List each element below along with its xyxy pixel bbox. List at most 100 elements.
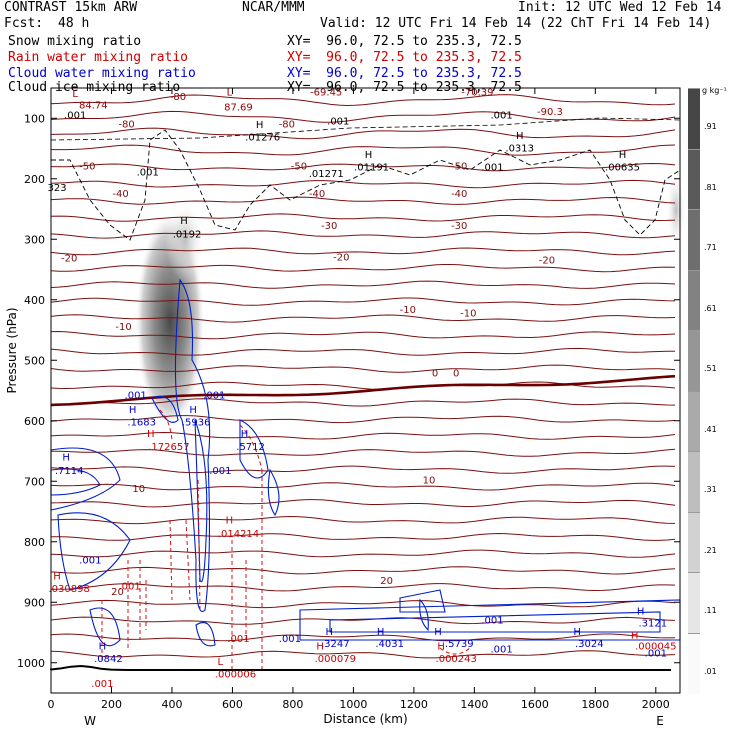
contour-value-label: L: [72, 89, 78, 100]
y-tick-label: 100: [24, 112, 45, 125]
rain-water-contour: [185, 519, 191, 601]
x-tick-label: 1800: [581, 698, 609, 711]
contour-value-label: .001: [125, 390, 147, 401]
contour-value-label: 87.69: [224, 102, 253, 113]
isotherm-line: [50, 364, 676, 373]
cloud-water-contour: [50, 468, 101, 496]
isotherm-line: [50, 515, 676, 525]
contour-value-label: H: [516, 131, 524, 142]
contour-value-label: .001: [227, 634, 249, 645]
colorbar-label: .61: [704, 303, 717, 313]
isotherm-line: [50, 633, 676, 642]
contour-value-label: .001: [137, 168, 159, 179]
colorbar-label: .81: [704, 182, 717, 192]
snow-shading: [135, 170, 686, 420]
isotherm-line: [50, 196, 676, 205]
contour-value-label: .5739: [445, 639, 474, 650]
contour-value-label: .000045: [635, 641, 676, 652]
cloud-water-contour: [399, 589, 446, 613]
isotherm-line: [50, 650, 676, 659]
contour-value-label: L: [227, 87, 233, 98]
y-tick-label: 1000: [17, 657, 45, 670]
isotherm-label: -10: [400, 305, 416, 316]
isotherm-line: [50, 482, 676, 491]
contour-value-label: .001: [279, 634, 301, 645]
x-tick-label: 1400: [460, 698, 488, 711]
y-tick-label: 500: [24, 354, 45, 367]
cloud-water-contour: [267, 468, 280, 517]
contour-value-label: .000006: [215, 669, 256, 680]
isotherm-label: 0: [432, 369, 438, 380]
contour-value-label: .000243: [436, 654, 477, 665]
y-tick-label: 600: [24, 415, 45, 428]
contour-value-label: -69.45: [310, 87, 342, 98]
contour-value-label: H: [129, 405, 137, 416]
isotherm-line: [51, 144, 676, 156]
isotherm-line: [50, 213, 676, 222]
east-label: E: [656, 714, 664, 728]
rain-water-contour: [439, 647, 471, 655]
cloud-water-contour: [239, 419, 269, 479]
y-tick-label: 200: [24, 173, 45, 186]
isotherm-line: [50, 616, 676, 625]
rain-water-contour: [159, 409, 173, 441]
cloud-water-contour: [151, 395, 179, 423]
isotherm-line: [50, 280, 676, 289]
contour-value-label: H: [180, 216, 188, 227]
x-tick-label: 1200: [400, 698, 428, 711]
contour-value-label: .172657: [148, 442, 189, 453]
contour-value-label: .001: [481, 162, 503, 173]
contour-value-label: H: [573, 627, 581, 638]
contour-value-label: .1683: [127, 418, 156, 429]
rain-water-contour: [239, 424, 263, 471]
isotherm-label: -10: [460, 309, 476, 320]
contour-value-label: H: [256, 120, 264, 131]
cloud-water-contour: [50, 447, 121, 511]
contour-value-label: .01276: [245, 133, 280, 144]
contour-value-label: H: [226, 516, 234, 527]
contour-value-label: -80: [170, 92, 186, 103]
isotherm-line: [51, 448, 676, 457]
isotherm-label: -10: [115, 322, 131, 333]
field-snow: Snow mixing ratio: [8, 34, 142, 49]
contour-value-label: .000079: [315, 654, 356, 665]
colorbar-label: .41: [704, 424, 717, 434]
isotherm-label: 10: [132, 484, 145, 495]
contour-value-label: .5936: [182, 418, 211, 429]
contour-value-label: H: [637, 606, 645, 617]
isotherm-line: [50, 499, 676, 508]
colorbar-label: .01: [704, 666, 717, 676]
contour-value-label: .00635: [605, 162, 640, 173]
colorbar-label: .11: [704, 606, 717, 616]
colorbar-segment: [688, 511, 700, 573]
cloud-ice-contour: [50, 117, 681, 141]
isotherm-label: -50: [79, 162, 95, 173]
contour-value-label: H: [365, 150, 373, 161]
contour-value-label: .001: [91, 679, 113, 690]
rain-water-contour: [169, 519, 173, 601]
contour-value-label: .001: [327, 116, 349, 127]
y-tick-label: 800: [24, 536, 45, 549]
x-axis-label: Distance (km): [323, 712, 407, 726]
contour-value-label: .001: [79, 556, 101, 567]
y-axis-label: Pressure (hPa): [5, 307, 19, 393]
isotherm-label: 0: [453, 369, 459, 380]
contour-value-label: .001: [209, 466, 231, 477]
colorbar-label: .21: [704, 545, 717, 555]
contour-value-label: .3121: [638, 618, 667, 629]
contour-value-label: .7114: [55, 466, 84, 477]
contour-value-label: .001: [203, 390, 225, 401]
contour-value-label: H: [189, 405, 197, 416]
field-rain: Rain water mixing ratio: [8, 50, 189, 65]
contour-value-label: .3247: [321, 639, 350, 650]
isotherm-label: -50: [291, 162, 307, 173]
isotherm-label: -40: [112, 189, 128, 200]
contour-value-label: .001: [481, 615, 503, 626]
contour-value-label: H: [434, 627, 442, 638]
x-tick-label: 1600: [521, 698, 549, 711]
contour-value-label: 323: [48, 183, 67, 194]
contour-value-label: .0192: [173, 229, 202, 240]
contour-value-label: .01191: [354, 162, 389, 173]
cloud-water-contour: [419, 598, 429, 632]
forecast-label: Fcst:: [4, 16, 44, 31]
